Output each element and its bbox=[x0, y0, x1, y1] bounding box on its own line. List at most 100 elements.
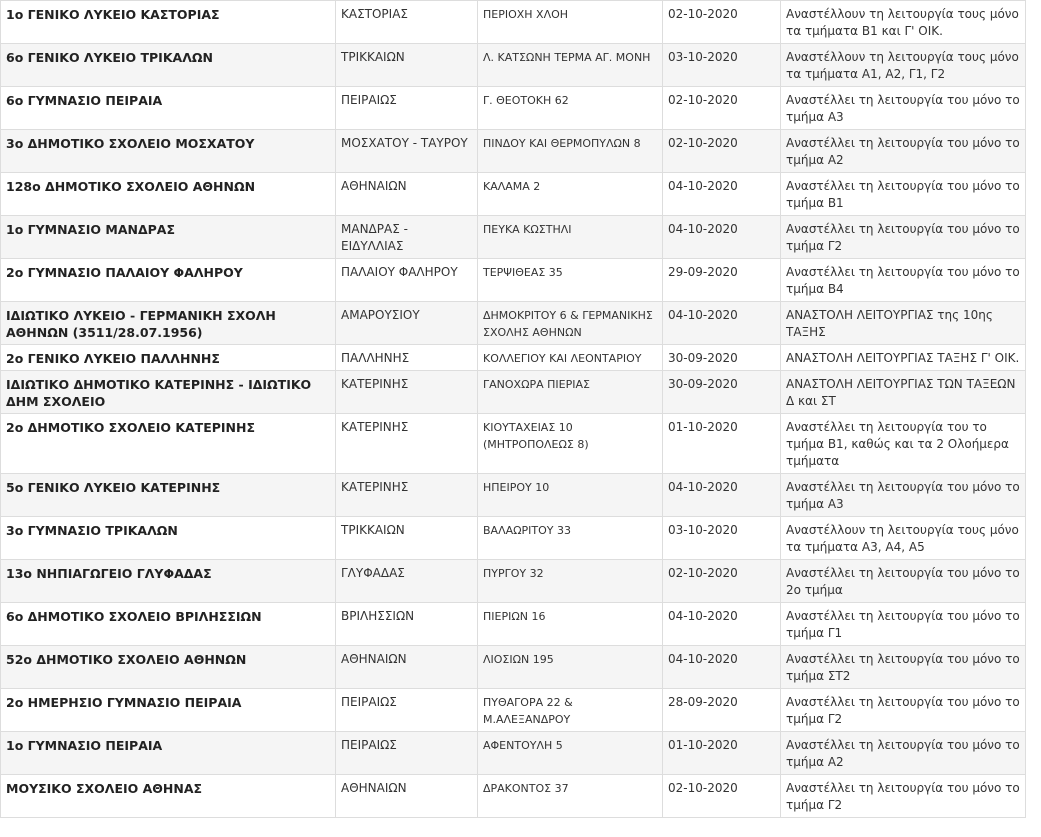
note: ΑΝΑΣΤΟΛΗ ΛΕΙΤΟΥΡΓΙΑΣ της 10ης ΤΑΞΗΣ bbox=[780, 301, 1026, 345]
note: Αναστέλλει τη λειτουργία του μόνο το τμή… bbox=[780, 688, 1026, 732]
school-name: 6ο ΓΕΝΙΚΟ ΛΥΚΕΙΟ ΤΡΙΚΑΛΩΝ bbox=[0, 43, 336, 87]
address: ΗΠΕΙΡΟΥ 10 bbox=[477, 473, 663, 517]
school-name: 2ο ΓΕΝΙΚΟ ΛΥΚΕΙΟ ΠΑΛΛΗΝΗΣ bbox=[0, 344, 336, 371]
school-name: ΜΟΥΣΙΚΟ ΣΧΟΛΕΙΟ ΑΘΗΝΑΣ bbox=[0, 774, 336, 818]
table-row: 1ο ΓΕΝΙΚΟ ΛΥΚΕΙΟ ΚΑΣΤΟΡΙΑΣ ΚΑΣΤΟΡΙΑΣ ΠΕΡΙΟ… bbox=[0, 0, 1026, 44]
municipality: ΜΟΣΧΑΤΟΥ - ΤΑΥΡΟΥ bbox=[335, 129, 478, 173]
date: 28-09-2020 bbox=[662, 688, 781, 732]
date: 29-09-2020 bbox=[662, 258, 781, 302]
note: Αναστέλλουν τη λειτουργία τους μόνο τα τ… bbox=[780, 516, 1026, 560]
municipality: ΚΑΤΕΡΙΝΗΣ bbox=[335, 413, 478, 474]
municipality: ΠΕΙΡΑΙΩΣ bbox=[335, 731, 478, 775]
municipality: ΜΑΝΔΡΑΣ - ΕΙΔΥΛΛΙΑΣ bbox=[335, 215, 478, 259]
municipality: ΑΘΗΝΑΙΩΝ bbox=[335, 774, 478, 818]
date: 02-10-2020 bbox=[662, 86, 781, 130]
date: 04-10-2020 bbox=[662, 215, 781, 259]
school-name: 2ο ΗΜΕΡΗΣΙΟ ΓΥΜΝΑΣΙΟ ΠΕΙΡΑΙΑ bbox=[0, 688, 336, 732]
address: Λ. ΚΑΤΣΩΝΗ ΤΕΡΜΑ ΑΓ. ΜΟΝΗ bbox=[477, 43, 663, 87]
note: Αναστέλλει τη λειτουργία του μόνο το τμή… bbox=[780, 731, 1026, 775]
school-name: 3ο ΓΥΜΝΑΣΙΟ ΤΡΙΚΑΛΩΝ bbox=[0, 516, 336, 560]
address: ΠΕΥΚΑ ΚΩΣΤΗΛΙ bbox=[477, 215, 663, 259]
address: ΑΦΕΝΤΟΥΛΗ 5 bbox=[477, 731, 663, 775]
school-name: 6ο ΔΗΜΟΤΙΚΟ ΣΧΟΛΕΙΟ ΒΡΙΛΗΣΣΙΩΝ bbox=[0, 602, 336, 646]
address: ΓΑΝΟΧΩΡΑ ΠΙΕΡΙΑΣ bbox=[477, 370, 663, 414]
date: 04-10-2020 bbox=[662, 301, 781, 345]
table-row: 6ο ΓΥΜΝΑΣΙΟ ΠΕΙΡΑΙΑ ΠΕΙΡΑΙΩΣ Γ. ΘΕΟΤΟΚΗ 62… bbox=[0, 86, 1026, 130]
note: Αναστέλλει τη λειτουργία του μόνο το τμή… bbox=[780, 86, 1026, 130]
school-name: 2ο ΓΥΜΝΑΣΙΟ ΠΑΛΑΙΟΥ ΦΑΛΗΡΟΥ bbox=[0, 258, 336, 302]
date: 01-10-2020 bbox=[662, 731, 781, 775]
note: Αναστέλλει τη λειτουργία του μόνο το τμή… bbox=[780, 645, 1026, 689]
table-row: 2ο ΓΕΝΙΚΟ ΛΥΚΕΙΟ ΠΑΛΛΗΝΗΣ ΠΑΛΛΗΝΗΣ ΚΟΛΛΕΓΙ… bbox=[0, 344, 1026, 371]
municipality: ΚΑΤΕΡΙΝΗΣ bbox=[335, 370, 478, 414]
table-row: 13ο ΝΗΠΙΑΓΩΓΕΙΟ ΓΛΥΦΑΔΑΣ ΓΛΥΦΑΔΑΣ ΠΥΡΓΟΥ 3… bbox=[0, 559, 1026, 603]
municipality: ΚΑΣΤΟΡΙΑΣ bbox=[335, 0, 478, 44]
school-name: 52ο ΔΗΜΟΤΙΚΟ ΣΧΟΛΕΙΟ ΑΘΗΝΩΝ bbox=[0, 645, 336, 689]
school-name: ΙΔΙΩΤΙΚΟ ΛΥΚΕΙΟ - ΓΕΡΜΑΝΙΚΗ ΣΧΟΛΗ ΑΘΗΝΩΝ… bbox=[0, 301, 336, 345]
address: ΠΙΕΡΙΩΝ 16 bbox=[477, 602, 663, 646]
note: Αναστέλλει τη λειτουργία του το τμήμα Β1… bbox=[780, 413, 1026, 474]
note: Αναστέλλει τη λειτουργία του μόνο το τμή… bbox=[780, 129, 1026, 173]
address: ΚΟΛΛΕΓΙΟΥ ΚΑΙ ΛΕΟΝΤΑΡΙΟΥ bbox=[477, 344, 663, 371]
address: ΚΑΛΑΜΑ 2 bbox=[477, 172, 663, 216]
note: Αναστέλλουν τη λειτουργία τους μόνο τα τ… bbox=[780, 0, 1026, 44]
note: Αναστέλλει τη λειτουργία του μόνο το 2ο … bbox=[780, 559, 1026, 603]
table-row: 128ο ΔΗΜΟΤΙΚΟ ΣΧΟΛΕΙΟ ΑΘΗΝΩΝ ΑΘΗΝΑΙΩΝ ΚΑΛΑ… bbox=[0, 172, 1026, 216]
school-name: 1ο ΓΥΜΝΑΣΙΟ ΜΑΝΔΡΑΣ bbox=[0, 215, 336, 259]
note: Αναστέλλει τη λειτουργία του μόνο το τμή… bbox=[780, 258, 1026, 302]
date: 04-10-2020 bbox=[662, 645, 781, 689]
address: ΚΙΟΥΤΑΧΕΙΑΣ 10 (ΜΗΤΡΟΠΟΛΕΩΣ 8) bbox=[477, 413, 663, 474]
municipality: ΑΘΗΝΑΙΩΝ bbox=[335, 645, 478, 689]
school-name: 1ο ΓΥΜΝΑΣΙΟ ΠΕΙΡΑΙΑ bbox=[0, 731, 336, 775]
table-row: 6ο ΔΗΜΟΤΙΚΟ ΣΧΟΛΕΙΟ ΒΡΙΛΗΣΣΙΩΝ ΒΡΙΛΗΣΣΙΩΝ… bbox=[0, 602, 1026, 646]
date: 03-10-2020 bbox=[662, 43, 781, 87]
schools-table: 1ο ΓΕΝΙΚΟ ΛΥΚΕΙΟ ΚΑΣΤΟΡΙΑΣ ΚΑΣΤΟΡΙΑΣ ΠΕΡΙΟ… bbox=[0, 0, 1026, 818]
municipality: ΠΑΛΛΗΝΗΣ bbox=[335, 344, 478, 371]
date: 04-10-2020 bbox=[662, 172, 781, 216]
school-name: ΙΔΙΩΤΙΚΟ ΔΗΜΟΤΙΚΟ ΚΑΤΕΡΙΝΗΣ - ΙΔΙΩΤΙΚΟ Δ… bbox=[0, 370, 336, 414]
address: ΔΡΑΚΟΝΤΟΣ 37 bbox=[477, 774, 663, 818]
table-body: 1ο ΓΕΝΙΚΟ ΛΥΚΕΙΟ ΚΑΣΤΟΡΙΑΣ ΚΑΣΤΟΡΙΑΣ ΠΕΡΙΟ… bbox=[0, 0, 1026, 818]
table-row: 3ο ΓΥΜΝΑΣΙΟ ΤΡΙΚΑΛΩΝ ΤΡΙΚΚΑΙΩΝ ΒΑΛΑΩΡΙΤΟΥ … bbox=[0, 516, 1026, 560]
address: ΔΗΜΟΚΡΙΤΟΥ 6 & ΓΕΡΜΑΝΙΚΗΣ ΣΧΟΛΗΣ ΑΘΗΝΩΝ bbox=[477, 301, 663, 345]
address: ΠΙΝΔΟΥ ΚΑΙ ΘΕΡΜΟΠΥΛΩΝ 8 bbox=[477, 129, 663, 173]
school-name: 3ο ΔΗΜΟΤΙΚΟ ΣΧΟΛΕΙΟ ΜΟΣΧΑΤΟΥ bbox=[0, 129, 336, 173]
address: ΒΑΛΑΩΡΙΤΟΥ 33 bbox=[477, 516, 663, 560]
municipality: ΠΑΛΑΙΟΥ ΦΑΛΗΡΟΥ bbox=[335, 258, 478, 302]
date: 02-10-2020 bbox=[662, 559, 781, 603]
note: Αναστέλλουν τη λειτουργία τους μόνο τα τ… bbox=[780, 43, 1026, 87]
address: ΤΕΡΨΙΘΕΑΣ 35 bbox=[477, 258, 663, 302]
municipality: ΚΑΤΕΡΙΝΗΣ bbox=[335, 473, 478, 517]
table-row: 52ο ΔΗΜΟΤΙΚΟ ΣΧΟΛΕΙΟ ΑΘΗΝΩΝ ΑΘΗΝΑΙΩΝ ΛΙΟΣΙ… bbox=[0, 645, 1026, 689]
school-name: 2ο ΔΗΜΟΤΙΚΟ ΣΧΟΛΕΙΟ ΚΑΤΕΡΙΝΗΣ bbox=[0, 413, 336, 474]
address: ΛΙΟΣΙΩΝ 195 bbox=[477, 645, 663, 689]
note: Αναστέλλει τη λειτουργία του μόνο το τμή… bbox=[780, 602, 1026, 646]
address: ΠΕΡΙΟΧΗ ΧΛΟΗ bbox=[477, 0, 663, 44]
date: 30-09-2020 bbox=[662, 344, 781, 371]
table-row: 5ο ΓΕΝΙΚΟ ΛΥΚΕΙΟ ΚΑΤΕΡΙΝΗΣ ΚΑΤΕΡΙΝΗΣ ΗΠΕΙΡ… bbox=[0, 473, 1026, 517]
municipality: ΠΕΙΡΑΙΩΣ bbox=[335, 86, 478, 130]
date: 02-10-2020 bbox=[662, 0, 781, 44]
school-name: 1ο ΓΕΝΙΚΟ ΛΥΚΕΙΟ ΚΑΣΤΟΡΙΑΣ bbox=[0, 0, 336, 44]
municipality: ΑΘΗΝΑΙΩΝ bbox=[335, 172, 478, 216]
table-row: ΙΔΙΩΤΙΚΟ ΔΗΜΟΤΙΚΟ ΚΑΤΕΡΙΝΗΣ - ΙΔΙΩΤΙΚΟ Δ… bbox=[0, 370, 1026, 414]
municipality: ΤΡΙΚΚΑΙΩΝ bbox=[335, 516, 478, 560]
school-name: 13ο ΝΗΠΙΑΓΩΓΕΙΟ ΓΛΥΦΑΔΑΣ bbox=[0, 559, 336, 603]
date: 02-10-2020 bbox=[662, 129, 781, 173]
table-row: 2ο ΓΥΜΝΑΣΙΟ ΠΑΛΑΙΟΥ ΦΑΛΗΡΟΥ ΠΑΛΑΙΟΥ ΦΑΛΗΡ… bbox=[0, 258, 1026, 302]
date: 02-10-2020 bbox=[662, 774, 781, 818]
municipality: ΠΕΙΡΑΙΩΣ bbox=[335, 688, 478, 732]
address: ΠΥΘΑΓΟΡΑ 22 & Μ.ΑΛΕΞΑΝΔΡΟΥ bbox=[477, 688, 663, 732]
school-name: 6ο ΓΥΜΝΑΣΙΟ ΠΕΙΡΑΙΑ bbox=[0, 86, 336, 130]
school-name: 128ο ΔΗΜΟΤΙΚΟ ΣΧΟΛΕΙΟ ΑΘΗΝΩΝ bbox=[0, 172, 336, 216]
note: Αναστέλλει τη λειτουργία του μόνο το τμή… bbox=[780, 172, 1026, 216]
table-row: 2ο ΔΗΜΟΤΙΚΟ ΣΧΟΛΕΙΟ ΚΑΤΕΡΙΝΗΣ ΚΑΤΕΡΙΝΗΣ ΚΙ… bbox=[0, 413, 1026, 474]
table-row: 3ο ΔΗΜΟΤΙΚΟ ΣΧΟΛΕΙΟ ΜΟΣΧΑΤΟΥ ΜΟΣΧΑΤΟΥ - Τ… bbox=[0, 129, 1026, 173]
table-row: 2ο ΗΜΕΡΗΣΙΟ ΓΥΜΝΑΣΙΟ ΠΕΙΡΑΙΑ ΠΕΙΡΑΙΩΣ ΠΥΘΑ… bbox=[0, 688, 1026, 732]
date: 30-09-2020 bbox=[662, 370, 781, 414]
date: 03-10-2020 bbox=[662, 516, 781, 560]
note: ΑΝΑΣΤΟΛΗ ΛΕΙΤΟΥΡΓΙΑΣ ΤΩΝ ΤΑΞΕΩΝ Δ και ΣΤ bbox=[780, 370, 1026, 414]
date: 04-10-2020 bbox=[662, 602, 781, 646]
table-row: 1ο ΓΥΜΝΑΣΙΟ ΜΑΝΔΡΑΣ ΜΑΝΔΡΑΣ - ΕΙΔΥΛΛΙΑΣ ΠΕ… bbox=[0, 215, 1026, 259]
